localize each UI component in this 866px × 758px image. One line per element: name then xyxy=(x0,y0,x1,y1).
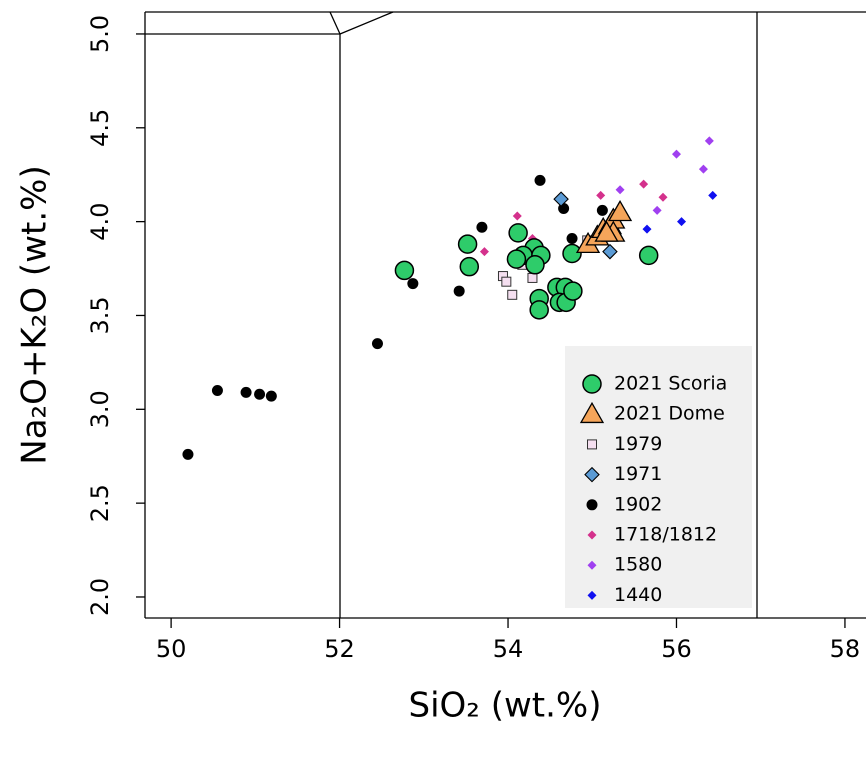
data-point xyxy=(671,149,681,159)
data-point xyxy=(639,179,649,189)
x-tick-label: 52 xyxy=(324,635,355,663)
y-tick-label: 4.0 xyxy=(86,203,114,241)
y-tick-label: 5.0 xyxy=(86,15,114,53)
data-point xyxy=(642,224,652,234)
legend-label: 1440 xyxy=(614,584,662,606)
data-point xyxy=(638,245,659,266)
data-point xyxy=(704,136,714,146)
data-point xyxy=(394,260,415,281)
legend-label: 2021 Dome xyxy=(614,403,725,425)
data-point xyxy=(512,211,522,221)
legend-marker xyxy=(587,560,597,570)
data-point xyxy=(506,249,527,269)
data-point xyxy=(525,255,545,275)
field-line xyxy=(329,11,341,35)
data-point xyxy=(615,185,625,195)
x-tick-label: 56 xyxy=(661,635,692,663)
data-point xyxy=(652,205,662,215)
data-point xyxy=(476,221,488,233)
y-axis-title: Na₂O+K₂O (wt.%) xyxy=(15,165,55,464)
data-point xyxy=(607,199,633,222)
y-tick-label: 3.5 xyxy=(86,296,114,334)
data-point xyxy=(562,243,582,264)
data-point xyxy=(459,256,480,277)
y-tick-label: 2.5 xyxy=(86,484,114,522)
data-point xyxy=(527,272,538,283)
data-point xyxy=(602,243,618,260)
data-point xyxy=(563,281,583,301)
data-point xyxy=(182,448,194,460)
legend-label: 2021 Scoria xyxy=(614,373,727,395)
x-tick-label: 58 xyxy=(830,635,861,663)
data-point xyxy=(534,174,546,186)
legend-marker xyxy=(587,439,597,450)
data-point xyxy=(594,220,619,242)
data-point xyxy=(501,276,512,287)
field-line xyxy=(339,11,394,35)
data-point xyxy=(265,390,277,402)
data-point xyxy=(371,338,383,350)
x-axis-title: SiO₂ (wt.%) xyxy=(408,686,601,726)
legend-label: 1979 xyxy=(614,433,662,455)
y-tick-label: 4.5 xyxy=(86,109,114,147)
data-point xyxy=(240,386,252,398)
y-tick-label: 3.0 xyxy=(86,390,114,428)
data-point xyxy=(698,164,708,174)
data-point xyxy=(553,191,569,207)
data-point xyxy=(566,233,578,245)
legend-marker xyxy=(584,466,600,483)
legend-label: 1971 xyxy=(614,463,662,485)
data-point xyxy=(529,300,549,320)
data-point xyxy=(407,278,419,290)
data-point xyxy=(596,204,608,216)
y-tick-label: 2.0 xyxy=(86,578,114,616)
legend-marker xyxy=(587,530,597,540)
data-point xyxy=(453,285,465,297)
data-point xyxy=(508,223,528,243)
data-point xyxy=(507,289,518,300)
x-tick-label: 50 xyxy=(156,635,187,663)
legend-label: 1902 xyxy=(614,493,662,515)
data-point xyxy=(677,217,687,227)
legend-marker xyxy=(586,499,598,511)
data-point xyxy=(708,190,718,200)
data-point xyxy=(254,388,266,400)
legend-marker xyxy=(582,374,602,394)
data-point xyxy=(596,190,606,200)
data-point xyxy=(479,247,489,257)
x-tick-label: 54 xyxy=(493,635,524,663)
field-boundaries xyxy=(145,11,758,618)
data-point xyxy=(457,234,478,254)
legend-label: 1580 xyxy=(614,554,662,576)
legend-marker xyxy=(587,590,597,600)
data-point xyxy=(211,385,223,397)
legend-label: 1718/1812 xyxy=(614,524,717,546)
legend-marker xyxy=(579,401,605,424)
data-point xyxy=(658,192,668,202)
